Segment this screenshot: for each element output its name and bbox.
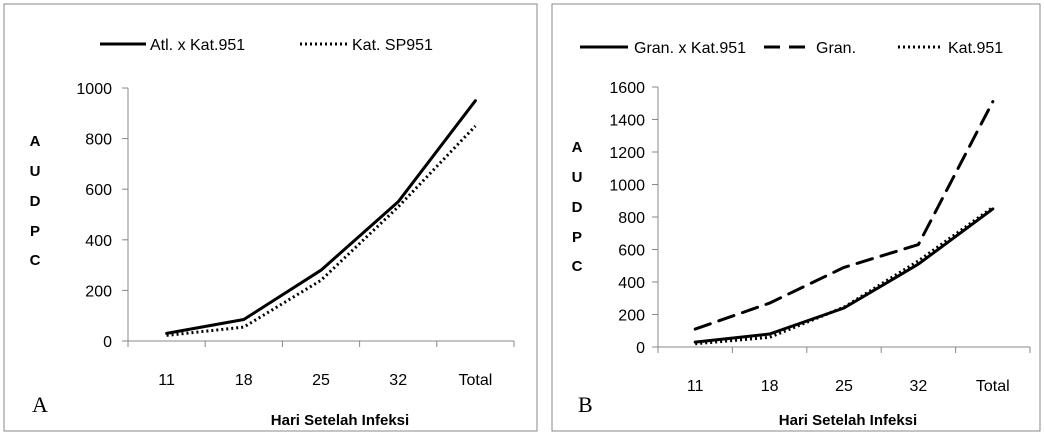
- x-axis-title-a: Hari Setelah Infeksi: [271, 412, 409, 429]
- x-tick-label-a-1: 18: [235, 372, 253, 389]
- y-tick-label-a-5: 1000: [76, 81, 112, 98]
- y-axis-letter-a-2: D: [30, 193, 41, 210]
- y-tick-label-b-5: 1000: [609, 178, 645, 195]
- chart-b-frame: [551, 3, 1041, 432]
- y-axis-letter-a-1: U: [30, 163, 41, 180]
- chart-a-svg: Atl. x Kat.951 Kat. SP951 0 200 400 600 800 100…: [3, 3, 538, 432]
- y-tick-label-b-3: 600: [618, 243, 645, 260]
- y-tick-label-a-4: 800: [85, 132, 112, 149]
- x-tick-label-a-4: Total: [459, 372, 493, 389]
- y-axis-letter-b-0: A: [572, 139, 583, 156]
- y-tick-label-b-0: 0: [636, 340, 645, 357]
- x-tick-label-a-0: 11: [158, 372, 175, 389]
- y-tick-label-a-1: 200: [85, 283, 112, 300]
- legend-b-label-3: Kat.951: [948, 40, 1003, 57]
- chart-b-svg: Gran. x Kat.951 Gran. Kat.951 0 200 400 600 800…: [551, 3, 1041, 432]
- chart-panel-a: Atl. x Kat.951 Kat. SP951 0 200 400 600 800 100…: [3, 3, 538, 432]
- x-tick-label-b-0: 11: [687, 378, 704, 395]
- y-tick-label-b-8: 1600: [609, 80, 645, 97]
- chart-a-frame: [3, 3, 538, 432]
- panel-label-b: B: [578, 392, 593, 417]
- x-tick-label-a-2: 25: [312, 372, 330, 389]
- x-tick-label-b-4: Total: [976, 378, 1010, 395]
- x-tick-label-b-2: 25: [835, 378, 853, 395]
- y-axis-letter-a-4: C: [30, 252, 41, 269]
- series-line-a-2: [166, 124, 477, 337]
- x-tick-label-b-3: 32: [910, 378, 928, 395]
- legend-a-label-2: Kat. SP951: [352, 37, 433, 54]
- y-tick-label-a-2: 400: [85, 233, 112, 250]
- y-axis-letter-b-3: P: [572, 229, 582, 246]
- legend-b-label-2: Gran.: [816, 40, 856, 57]
- x-tick-label-a-3: 32: [389, 372, 407, 389]
- chart-panel-b: Gran. x Kat.951 Gran. Kat.951 0 200 400 600 800…: [548, 0, 1044, 435]
- y-axis-letter-b-2: D: [572, 199, 583, 216]
- y-tick-label-b-1: 200: [618, 308, 645, 325]
- y-tick-label-b-4: 800: [618, 210, 645, 227]
- series-line-a-1: [165, 99, 477, 335]
- y-tick-label-b-7: 1400: [609, 113, 645, 130]
- legend-b-label-1: Gran. x Kat.951: [634, 40, 746, 57]
- series-line-b-2: [693, 100, 995, 331]
- y-tick-label-b-6: 1200: [609, 145, 645, 162]
- x-tick-label-b-1: 18: [761, 378, 779, 395]
- y-axis-letter-b-1: U: [572, 169, 583, 186]
- y-tick-label-a-3: 600: [85, 182, 112, 199]
- y-tick-label-b-2: 400: [618, 275, 645, 292]
- series-line-b-1: [693, 207, 995, 344]
- y-axis-letter-a-0: A: [30, 133, 41, 150]
- panel-label-a: A: [32, 392, 48, 417]
- y-axis-letter-b-4: C: [572, 258, 583, 275]
- x-axis-title-b: Hari Setelah Infeksi: [779, 412, 917, 429]
- y-axis-letter-a-3: P: [30, 223, 40, 240]
- legend-a-label-1: Atl. x Kat.951: [150, 37, 245, 54]
- y-tick-label-a-0: 0: [103, 334, 112, 351]
